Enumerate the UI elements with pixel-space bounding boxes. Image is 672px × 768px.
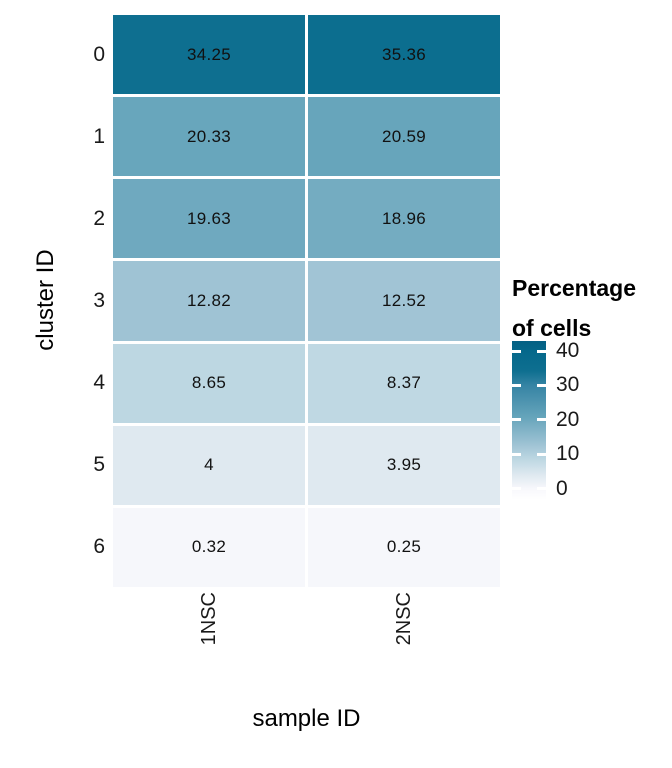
- cell-value-label: 0.32: [191, 537, 227, 557]
- x-tick-label: 1NSC: [198, 592, 220, 646]
- y-tick-label: 2: [93, 206, 105, 230]
- cell-value-label: 34.25: [186, 44, 232, 64]
- heatmap-cell: 20.59: [308, 97, 500, 177]
- colorbar-tick-mark: [537, 349, 546, 353]
- legend-tick-label: 20: [556, 407, 580, 431]
- cell-value-label: 35.36: [381, 44, 427, 64]
- heatmap-cell: 20.33: [113, 97, 305, 177]
- cell-value-label: 0.25: [386, 537, 422, 557]
- cell-value-label: 4: [204, 455, 214, 475]
- heatmap-cell: 8.65: [113, 343, 305, 423]
- x-axis-title: sample ID: [252, 705, 361, 732]
- colorbar-tick-mark: [512, 349, 521, 353]
- y-tick-label: 1: [93, 124, 105, 148]
- legend-colorbar: [512, 341, 546, 500]
- heatmap-cell: 18.96: [308, 179, 500, 259]
- legend-tick-label: 30: [556, 373, 580, 397]
- heatmap-panel: 34.25 35.36 20.33 20.59 19.63 18.96 12.82 12.52…: [113, 15, 500, 587]
- legend-title: Percentage of cells: [512, 268, 672, 348]
- heatmap-cell: 4: [113, 425, 305, 505]
- heatmap-cell: 0.25: [308, 507, 500, 587]
- heatmap-cell: 12.52: [308, 261, 500, 341]
- cell-value-label: 8.65: [191, 373, 227, 393]
- colorbar-tick-mark: [512, 487, 521, 491]
- heatmap-cell: 12.82: [113, 261, 305, 341]
- cell-value-label: 12.82: [186, 290, 232, 310]
- y-tick-label: 0: [93, 42, 105, 66]
- heatmap-cell: 35.36: [308, 15, 500, 95]
- colorbar-tick-mark: [512, 418, 521, 422]
- cell-value-label: 19.63: [186, 208, 232, 228]
- cell-value-label: 3.95: [386, 455, 422, 475]
- colorbar-tick-mark: [512, 452, 521, 456]
- cell-value-label: 8.37: [386, 373, 422, 393]
- legend-title-line1: Percentage: [512, 275, 637, 301]
- heatmap-cell: 19.63: [113, 179, 305, 259]
- heatmap-cell: 8.37: [308, 343, 500, 423]
- x-tick-label: 2NSC: [393, 592, 415, 646]
- legend-tick-label: 40: [556, 339, 580, 362]
- colorbar-tick-mark: [537, 418, 546, 422]
- colorbar-tick-mark: [537, 383, 546, 387]
- cell-value-label: 12.52: [381, 290, 427, 310]
- colorbar-tick-mark: [537, 452, 546, 456]
- colorbar-tick-mark: [537, 487, 546, 491]
- legend-tick-label: 0: [556, 476, 568, 500]
- y-tick-label: 4: [93, 371, 105, 395]
- heatmap-cell: 0.32: [113, 507, 305, 587]
- y-tick-label: 3: [93, 289, 105, 312]
- cell-value-label: 20.59: [381, 126, 427, 146]
- cell-value-label: 18.96: [381, 208, 427, 228]
- legend-title-line2: of cells: [512, 315, 592, 341]
- y-tick-label: 6: [93, 535, 105, 559]
- legend-tick-label: 10: [556, 442, 580, 466]
- colorbar-tick-mark: [512, 383, 521, 387]
- y-tick-label: 5: [93, 453, 105, 477]
- cell-value-label: 20.33: [186, 126, 232, 146]
- heatmap-cell: 3.95: [308, 425, 500, 505]
- heatmap-cell: 34.25: [113, 15, 305, 95]
